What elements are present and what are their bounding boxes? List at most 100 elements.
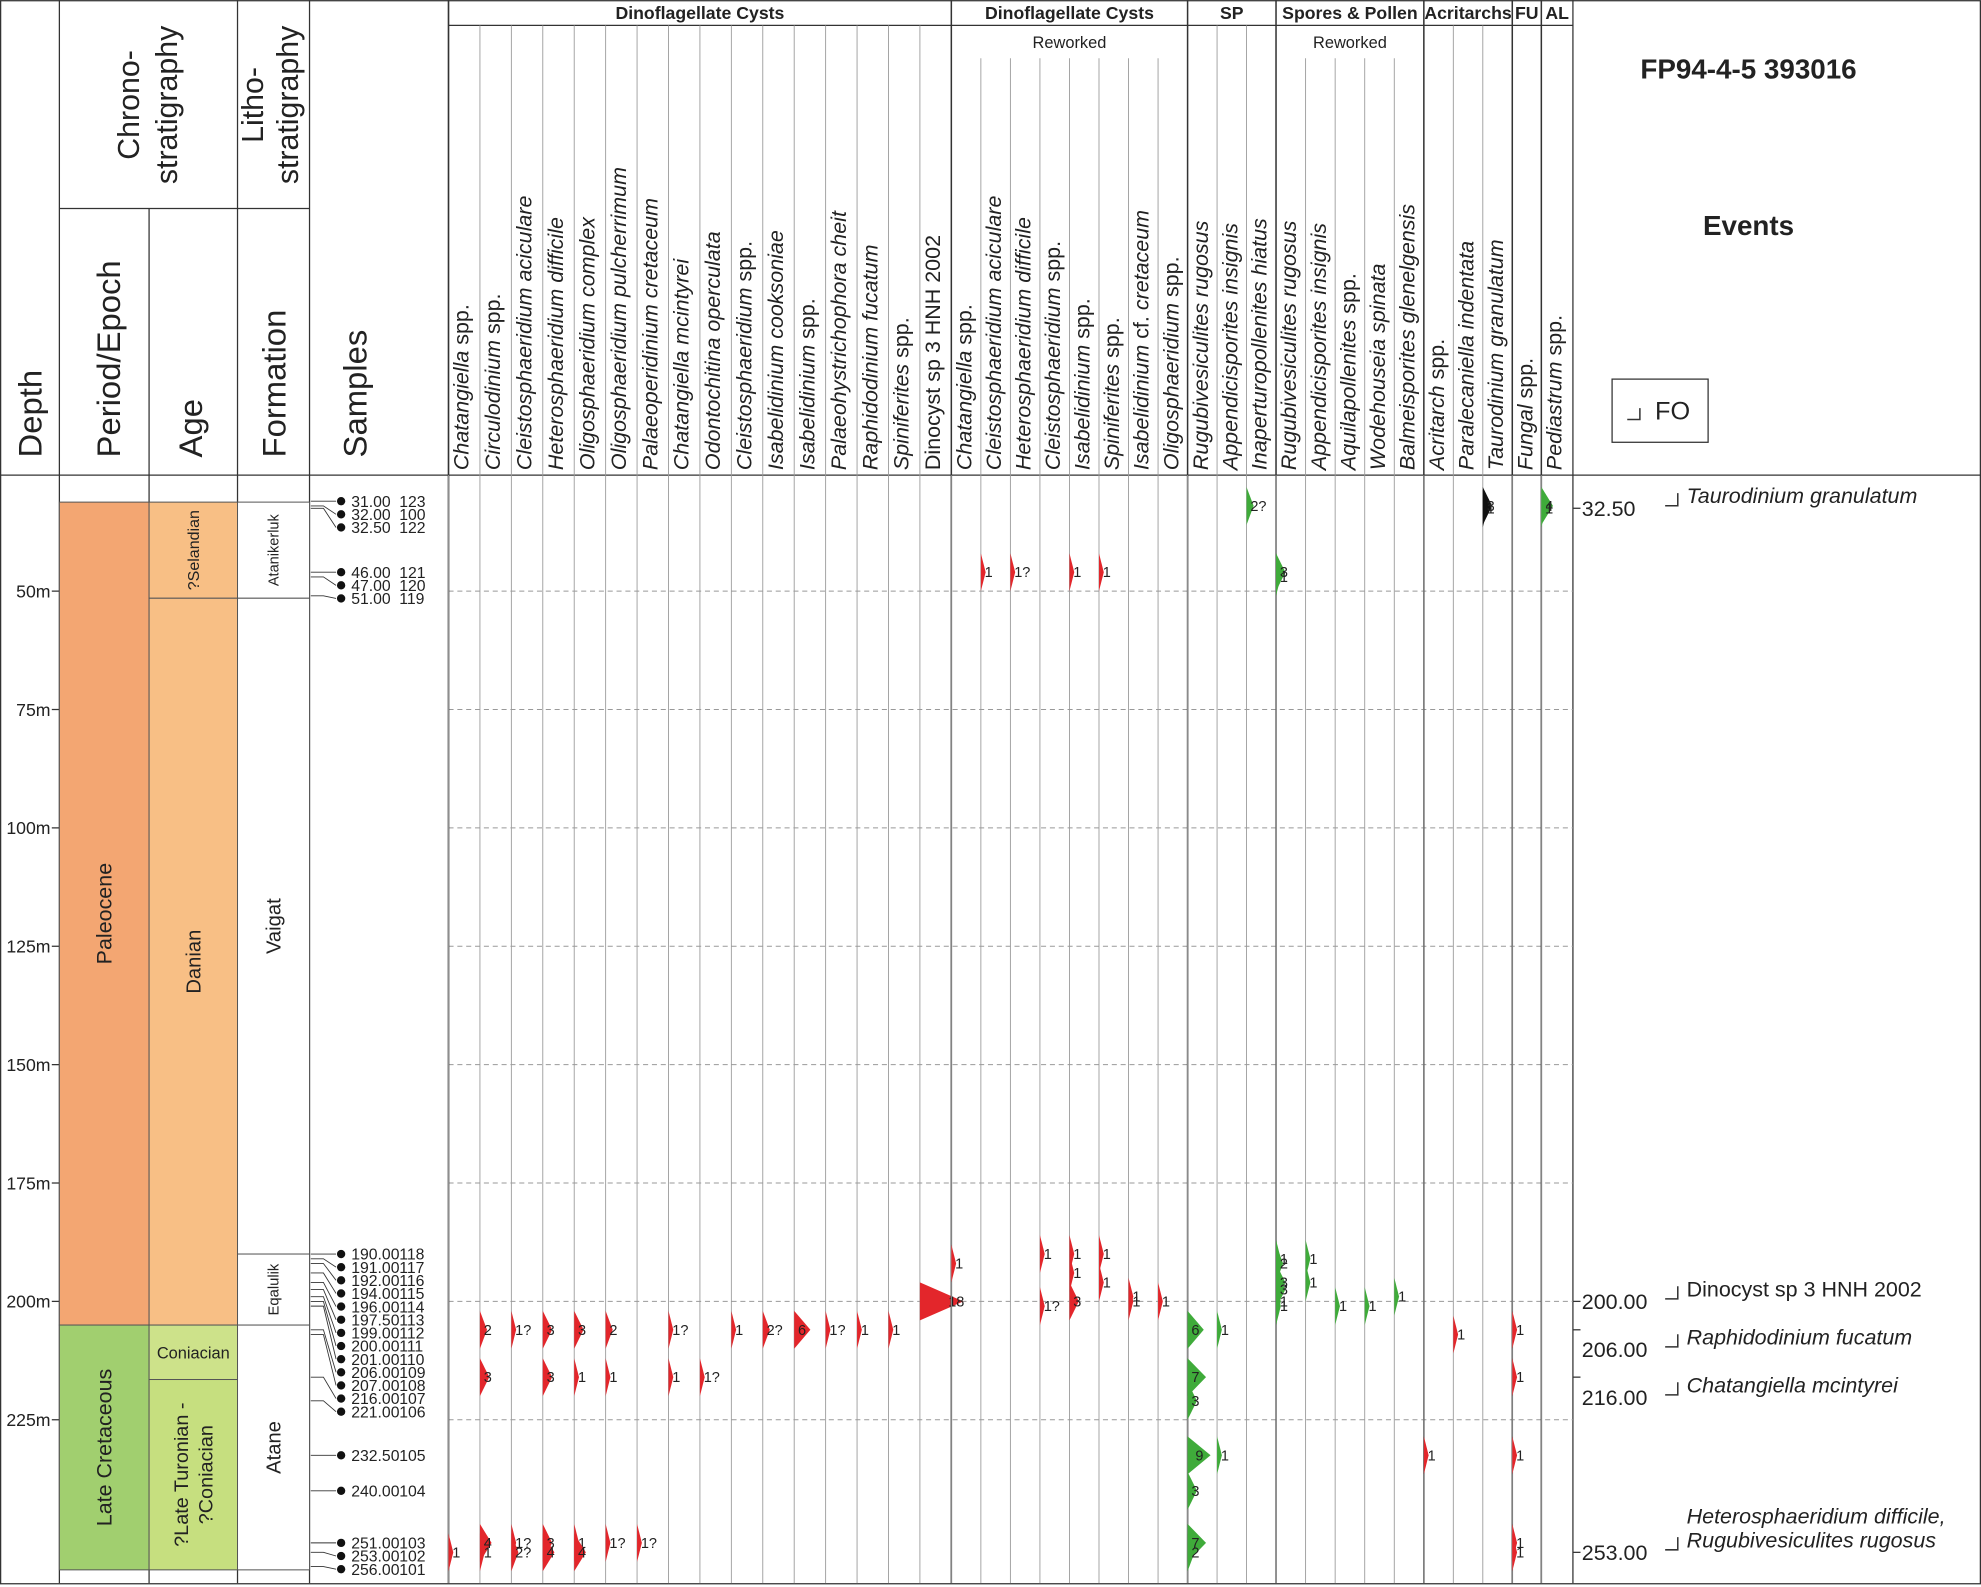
column-title: Litho- [237,67,270,143]
sample-id: 113 [399,1312,424,1329]
sample-depth: 251.00 [351,1536,399,1553]
occurrence-spike [1335,1287,1340,1326]
events-title: Events [1703,210,1794,241]
occurrence-count: 1 [1280,1299,1288,1315]
sample-id: 104 [399,1483,426,1500]
occurrence-count: 3 [547,1370,555,1386]
taxon-name: Isabelidinium cooksoniae [764,230,788,470]
occurrence-count: 1? [1044,1299,1060,1315]
taxon-name: Circulodinium spp. [481,293,505,470]
strat-label: ?Late Turonian - [171,1403,193,1547]
occurrence-spike [1039,1235,1045,1273]
occurrence-count: 4 [484,1536,492,1552]
sample-dot [336,523,346,532]
sample-depth: 196.00 [351,1299,399,1316]
group-title: Dinoflagellate Cysts [985,3,1154,23]
occurrence-spike [1039,1287,1045,1326]
occurrence-spike [1512,1358,1518,1397]
event-depth: 32.50 [1582,497,1636,521]
occurrence-count: 1 [1280,1294,1288,1310]
taxon-name: Dinocyst sp 3 HNH 2002 [921,235,945,470]
occurrence-spike [731,1310,737,1349]
occurrence-spike [1217,1310,1222,1349]
column-title: Depth [12,370,49,458]
strat-unit [237,501,311,599]
occurrence-count: 1 [1103,1247,1111,1263]
occurrence-count: 1 [1516,1448,1524,1464]
sample-depth: 51.00 [351,591,391,608]
sample-depth: 200.00 [351,1339,399,1356]
occurrence-count: 1? [704,1370,720,1386]
occurrence-count: 18 [948,1294,964,1310]
taxon-name: Rugubivesiculites rugosus [1277,220,1301,470]
taxon-name: Isabelidinium spp. [795,298,819,470]
depth-tick-label: 200m [6,1292,50,1312]
sample-leader [310,1282,337,1307]
occurrence-count: 1 [1516,1536,1524,1552]
strat-unit [58,1324,150,1571]
sample-dot [336,1564,346,1574]
fo-icon [1627,408,1641,421]
sample-dot [336,1289,346,1298]
strat-label: Late Cretaceous [93,1369,117,1527]
occurrence-count: 4 [547,1545,555,1561]
taxon-name: Appendicisporites insignis [1307,223,1331,472]
occurrence-count: 1 [1516,1323,1524,1339]
taxon-name: Palaeohystrichophora cheit [827,210,851,470]
event-depth: 206.00 [1582,1338,1648,1362]
occurrence-spike [542,1310,553,1349]
sample-dot [336,1341,346,1351]
occurrence-spike [605,1310,613,1349]
group-title: FU [1515,3,1539,23]
occurrence-spike [1098,1263,1104,1302]
occurrence-spike [1217,1436,1222,1475]
sample-dot [336,1551,346,1561]
sample-leader [310,1296,337,1334]
occurrence-count: 1 [735,1323,743,1339]
sample-id: 110 [399,1352,424,1369]
occurrence-count: 3 [578,1323,586,1339]
occurrence-count: 1 [609,1370,617,1386]
depth-tick-label: 100m [6,818,50,838]
sample-id: 102 [399,1549,425,1566]
sample-depth: 191.00 [351,1260,399,1277]
occurrence-count: 3 [1191,1484,1199,1500]
occurrence-count: 1 [578,1370,586,1386]
occurrence-count: 1 [578,1536,586,1552]
occurrence-count: 1 [985,565,993,581]
occurrence-count: 1 [861,1323,869,1339]
taxon-name: Cleistosphaeridium aciculare [982,196,1006,471]
sample-leader [310,505,337,515]
sample-id: 103 [399,1536,426,1553]
occurrence-spike [1512,1533,1518,1572]
legend-label: FO [1655,398,1690,426]
sample-depth: 256.00 [351,1562,399,1579]
depth-tick-label: 175m [6,1173,50,1193]
occurrence-spike [1364,1287,1370,1326]
sample-depth: 199.00 [351,1326,399,1343]
legend-box [1611,378,1709,443]
event-taxon: Dinocyst sp 3 HNH 2002 [1687,1277,1922,1301]
occurrence-spike [1069,1254,1075,1292]
occurrence-spike [1098,553,1104,592]
depth-tick-label: 50m [16,581,50,601]
sample-id: 107 [399,1391,425,1408]
occurrence-spike [1158,1282,1163,1321]
event-taxon: Taurodinium granulatum [1687,484,1918,508]
occurrence-spike [511,1533,519,1572]
occurrence-count: 1 [1073,1266,1081,1282]
occurrence-spike [511,1310,517,1349]
occurrence-count: 2 [1191,1545,1199,1561]
taxon-name: Appendicisporites insignis [1218,223,1242,472]
sample-leader [310,576,337,586]
occurrence-spike [1187,1533,1195,1572]
occurrence-count: 6 [1191,1323,1199,1339]
occurrence-spike [1187,1471,1197,1510]
occurrence-spike [1098,1235,1104,1273]
sample-dot [336,1328,346,1338]
occurrence-count: 1 [1398,1290,1406,1306]
sample-depth: 31.00 [351,494,391,511]
sample-dot [336,1249,346,1259]
